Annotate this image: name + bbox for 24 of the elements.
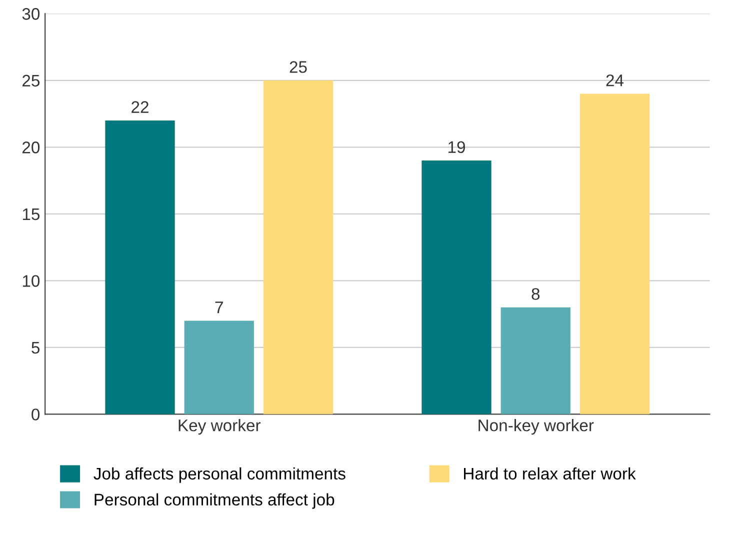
x-tick-label: Non-key worker xyxy=(478,419,594,435)
data-label: 25 xyxy=(290,61,307,73)
bar xyxy=(422,160,492,414)
bar xyxy=(105,120,175,414)
bar xyxy=(184,320,254,414)
x-tick-label: Key worker xyxy=(178,419,261,435)
bar xyxy=(580,94,650,414)
y-tick-label: 25 xyxy=(22,74,40,87)
y-tick-label: 10 xyxy=(22,275,40,287)
data-label: 24 xyxy=(606,74,624,86)
bar xyxy=(263,80,334,414)
y-tick-label: 5 xyxy=(32,342,40,354)
legend-label: Job affects personal commitments xyxy=(94,467,346,483)
y-tick-label: 0 xyxy=(32,408,40,420)
data-label: 8 xyxy=(532,288,540,300)
data-label: 19 xyxy=(448,141,465,154)
data-label: 22 xyxy=(132,101,148,113)
bar xyxy=(500,307,570,414)
legend-label: Hard to relax after work xyxy=(464,467,636,480)
y-tick-label: 30 xyxy=(22,8,40,20)
legend-label: Personal commitments affect job xyxy=(94,493,334,509)
data-label: 7 xyxy=(215,302,223,314)
y-tick-label: 20 xyxy=(22,142,40,154)
y-tick-label: 15 xyxy=(22,208,40,220)
